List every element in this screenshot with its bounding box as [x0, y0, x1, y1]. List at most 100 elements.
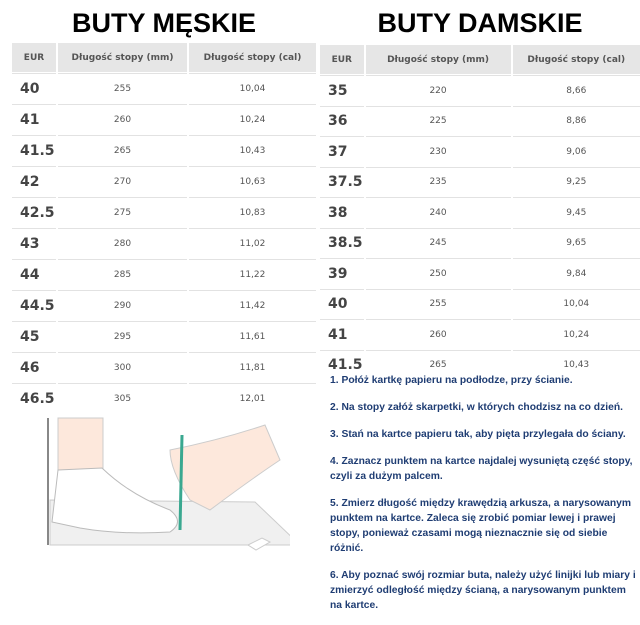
- table-row: 39 250 9,84: [320, 258, 640, 289]
- cell-mm: 290: [58, 290, 187, 321]
- header-eur: EUR: [320, 45, 364, 75]
- table-row: 41 260 10,24: [320, 319, 640, 350]
- table-row: 36 225 8,86: [320, 105, 640, 136]
- cell-cal: 9,25: [512, 166, 640, 197]
- cell-eur: 38: [320, 197, 364, 228]
- pen-icon: [178, 434, 184, 531]
- cell-eur: 46: [12, 352, 56, 383]
- cell-eur: 44: [12, 259, 56, 290]
- header-cal: Długość stopy (cal): [189, 43, 316, 73]
- cell-mm: 295: [58, 321, 187, 352]
- header-eur: EUR: [12, 43, 56, 73]
- cell-mm: 280: [58, 228, 187, 259]
- cell-cal: 10,04: [189, 73, 316, 104]
- cell-cal: 9,65: [512, 227, 640, 258]
- cell-mm: 265: [365, 349, 511, 380]
- cell-mm: 270: [58, 166, 187, 197]
- cell-eur: 43: [12, 228, 56, 259]
- women-size-table: EUR Długość stopy (mm) Długość stopy (ca…: [318, 45, 640, 380]
- cell-cal: 11,02: [189, 228, 316, 259]
- cell-eur: 42: [12, 166, 56, 197]
- cell-mm: 260: [365, 319, 511, 350]
- table-row: 41 260 10,24: [12, 104, 316, 135]
- table-row: 44 285 11,22: [12, 259, 316, 290]
- table-row: 46.5 305 12,01: [12, 383, 316, 414]
- men-size-table: EUR Długość stopy (mm) Długość stopy (ca…: [10, 43, 318, 414]
- instruction-step: 1. Połóż kartkę papieru na podłodze, prz…: [330, 375, 573, 386]
- men-title: BUTY MĘSKIE: [71, 8, 257, 38]
- cell-cal: 9,45: [512, 197, 640, 228]
- cell-eur: 37: [320, 136, 364, 167]
- cell-mm: 255: [58, 73, 187, 104]
- cell-cal: 8,66: [512, 75, 640, 106]
- cell-cal: 11,42: [189, 290, 316, 321]
- table-row: 43 280 11,02: [12, 228, 316, 259]
- cell-eur: 35: [320, 75, 364, 106]
- cell-cal: 10,04: [512, 288, 640, 319]
- instruction-step: 5. Zmierz długość między krawędzią arkus…: [330, 498, 632, 554]
- cell-eur: 44.5: [12, 290, 56, 321]
- table-row: 41.5 265 10,43: [12, 135, 316, 166]
- cell-eur: 46.5: [12, 383, 56, 414]
- table-row: 44.5 290 11,42: [12, 290, 316, 321]
- cell-mm: 305: [58, 383, 187, 414]
- cell-eur: 45: [12, 321, 56, 352]
- women-title: BUTY DAMSKIE: [377, 8, 583, 38]
- table-row: 45 295 11,61: [12, 321, 316, 352]
- cell-cal: 10,24: [189, 104, 316, 135]
- table-row: 37 230 9,06: [320, 136, 640, 167]
- table-row: 38 240 9,45: [320, 197, 640, 228]
- table-row: 40 255 10,04: [320, 288, 640, 319]
- cell-mm: 225: [365, 105, 511, 136]
- cell-mm: 230: [365, 136, 511, 167]
- cell-cal: 10,83: [189, 197, 316, 228]
- cell-mm: 260: [58, 104, 187, 135]
- table-row: 35 220 8,66: [320, 75, 640, 106]
- instruction-step: 3. Stań na kartce papieru tak, aby pięta…: [330, 429, 626, 440]
- header-cal: Długość stopy (cal): [512, 45, 640, 75]
- cell-mm: 250: [365, 258, 511, 289]
- cell-eur: 39: [320, 258, 364, 289]
- cell-eur: 37.5: [320, 166, 364, 197]
- instruction-step: 4. Zaznacz punktem na kartce najdalej wy…: [330, 456, 633, 482]
- cell-cal: 10,43: [189, 135, 316, 166]
- header-mm: Długość stopy (mm): [365, 45, 511, 75]
- cell-cal: 11,81: [189, 352, 316, 383]
- cell-cal: 10,24: [512, 319, 640, 350]
- cell-eur: 41.5: [12, 135, 56, 166]
- cell-mm: 220: [365, 75, 511, 106]
- table-row: 42.5 275 10,83: [12, 197, 316, 228]
- cell-cal: 9,84: [512, 258, 640, 289]
- cell-mm: 235: [365, 166, 511, 197]
- table-row: 46 300 11,81: [12, 352, 316, 383]
- cell-cal: 9,06: [512, 136, 640, 167]
- cell-cal: 10,43: [512, 349, 640, 380]
- instruction-step: 2. Na stopy załóż skarpetki, w których c…: [330, 402, 623, 413]
- table-row: 40 255 10,04: [12, 73, 316, 104]
- cell-eur: 41.5: [320, 349, 364, 380]
- cell-cal: 11,61: [189, 321, 316, 352]
- instruction-step: 6. Aby poznać swój rozmiar buta, należy …: [330, 570, 636, 611]
- cell-cal: 10,63: [189, 166, 316, 197]
- cell-mm: 265: [58, 135, 187, 166]
- table-row: 37.5 235 9,25: [320, 166, 640, 197]
- cell-mm: 245: [365, 227, 511, 258]
- cell-mm: 300: [58, 352, 187, 383]
- cell-eur: 40: [12, 73, 56, 104]
- cell-mm: 255: [365, 288, 511, 319]
- cell-eur: 40: [320, 288, 364, 319]
- cell-cal: 11,22: [189, 259, 316, 290]
- cell-eur: 41: [320, 319, 364, 350]
- table-row: 42 270 10,63: [12, 166, 316, 197]
- foot-measuring-illustration: [47, 417, 290, 551]
- cell-mm: 285: [58, 259, 187, 290]
- cell-mm: 240: [365, 197, 511, 228]
- table-row: 41.5 265 10,43: [320, 349, 640, 380]
- cell-eur: 41: [12, 104, 56, 135]
- header-mm: Długość stopy (mm): [58, 43, 187, 73]
- table-row: 38.5 245 9,65: [320, 227, 640, 258]
- cell-cal: 8,86: [512, 105, 640, 136]
- measuring-instructions: 1. Połóż kartkę papieru na podłodze, prz…: [330, 373, 640, 625]
- cell-eur: 38.5: [320, 227, 364, 258]
- cell-eur: 36: [320, 105, 364, 136]
